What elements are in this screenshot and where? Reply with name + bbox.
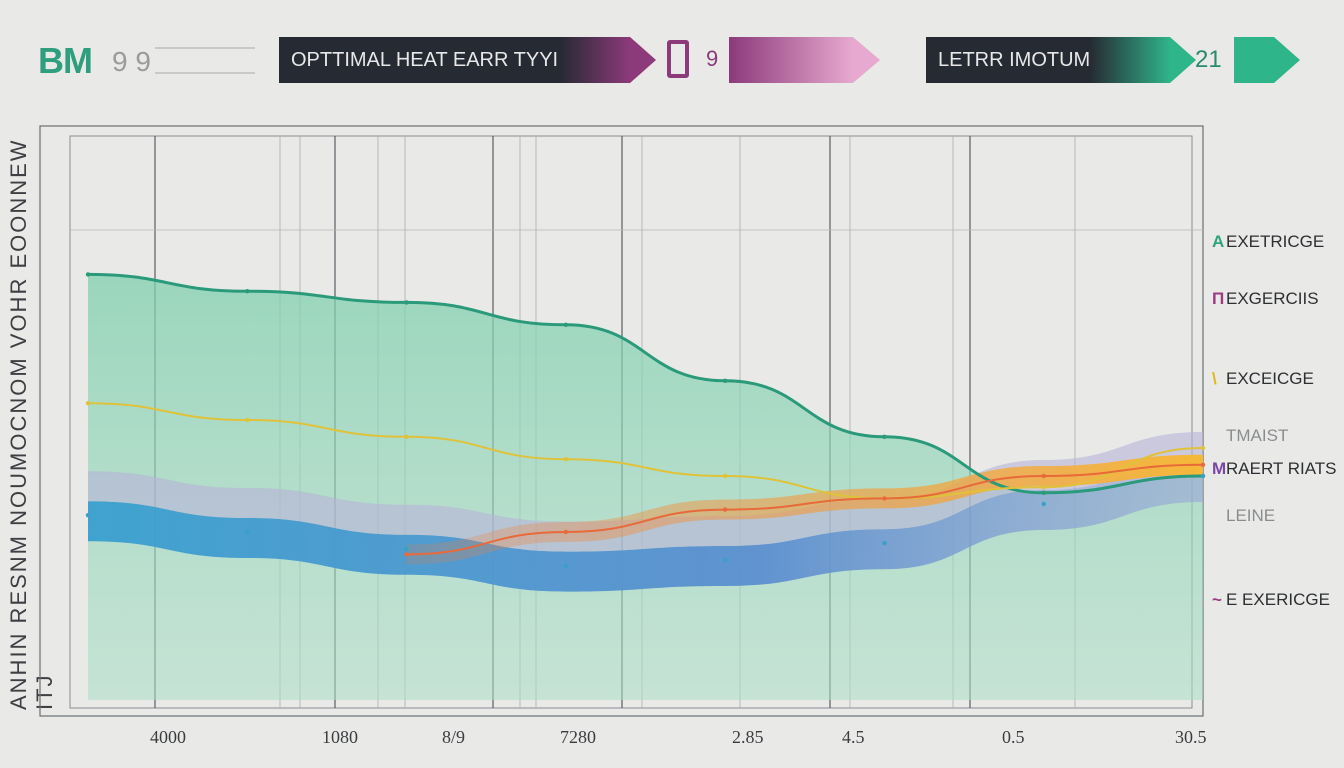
series-4-point — [1041, 473, 1046, 479]
lines — [85, 272, 1206, 568]
x-tick-label: 30.5 — [1175, 727, 1207, 747]
series-1-point — [404, 300, 409, 305]
legend-marker-icon: M — [1212, 459, 1227, 478]
series-3-point — [882, 541, 887, 546]
legend-item: TMAIST — [1212, 426, 1288, 446]
series-2-point — [85, 401, 91, 406]
x-tick-label: 1080 — [322, 727, 358, 747]
legend-item: \ EXCEICGE — [1212, 369, 1314, 389]
series-1-point — [85, 272, 91, 277]
divider — [155, 47, 255, 49]
series-1-line — [87, 272, 1204, 495]
series-1-point — [722, 378, 728, 383]
series-1-point — [245, 289, 250, 294]
x-tick-label: 8/9 — [442, 727, 466, 747]
legend-label: RAERT RIATS — [1226, 459, 1337, 478]
series-1-point — [1041, 490, 1046, 495]
document-icon — [667, 40, 689, 78]
legend-marker-icon: \ — [1212, 369, 1217, 388]
series-2-point — [722, 473, 728, 479]
legend-item: ~ E EXERICGE — [1212, 590, 1330, 610]
legend-label: LEINE — [1226, 506, 1276, 525]
series-3-point — [1200, 473, 1206, 479]
series-3-band-upper — [88, 432, 1203, 552]
divider — [155, 72, 255, 74]
plot-frame — [39, 125, 1204, 717]
series-3-point — [404, 546, 409, 551]
legend-marker-icon: ~ — [1212, 590, 1222, 609]
legend-label: EXGERCIIS — [1226, 289, 1319, 308]
series-2-point — [1041, 485, 1046, 490]
series-4-line — [406, 463, 1204, 556]
legend-item: MRAERT RIATS — [1212, 459, 1337, 479]
banner-tag-1-label: OPTTIMAL HEAT EARR TYYI TEZ — [291, 49, 602, 71]
series-2-point — [404, 434, 409, 439]
plot-inner-frame — [69, 135, 1193, 709]
banner-tag-4 — [1234, 37, 1274, 83]
banner-tag-3-label: LETRR IMOTUME — [938, 49, 1104, 71]
series-2-point — [563, 457, 569, 462]
series-2-point — [245, 417, 250, 423]
series-3-point — [722, 557, 728, 563]
series-4-point — [1200, 462, 1206, 467]
arrow-icon — [630, 37, 656, 83]
x-tick-label: 2.85 — [732, 727, 764, 747]
banner-tag-2 — [729, 37, 853, 83]
banner-gradient — [1090, 37, 1170, 83]
x-tick-label: 4.5 — [842, 727, 865, 747]
brand-number: 9 9 — [112, 46, 151, 77]
arrow-icon — [853, 37, 880, 83]
arrow-icon — [1170, 37, 1196, 83]
x-tick-label: 7280 — [560, 727, 596, 747]
series-4-area — [406, 454, 1204, 565]
legend-label: EXETRICGE — [1226, 232, 1325, 251]
series-4-point — [882, 496, 887, 501]
brand-title: BM — [38, 40, 93, 81]
areas — [88, 274, 1204, 700]
series-2-point — [1200, 445, 1206, 451]
series-4-point — [563, 529, 569, 535]
series-3-point — [1041, 501, 1046, 507]
banner-number: 21 — [1195, 46, 1222, 73]
series-3-band — [88, 462, 1203, 592]
legend-label: E EXERICGE — [1226, 590, 1330, 609]
legend-item: A EXETRICGE — [1212, 232, 1324, 252]
series-1-point — [563, 322, 569, 327]
series-4-point — [722, 507, 728, 512]
x-tick-label: 4000 — [150, 727, 186, 747]
legend-label: EXCEICGE — [1226, 369, 1314, 388]
badge-number: 9 — [706, 46, 719, 71]
legend-item: Π EXGERCIIS — [1212, 289, 1319, 309]
arrow-icon — [1274, 37, 1300, 83]
top-bar: BM 9 9 OPTTIMAL HEAT EARR TYYI TEZ 9 LET… — [0, 0, 1344, 110]
series-1-point — [882, 434, 887, 439]
series-1-area — [88, 274, 1203, 700]
series-3-point — [563, 563, 569, 568]
x-tick-label: 0.5 — [1002, 727, 1025, 747]
legend-item: LEINE — [1212, 506, 1275, 526]
legend-label: TMAIST — [1226, 426, 1289, 445]
series-2-line — [87, 402, 1204, 500]
legend-marker-icon: A — [1212, 232, 1225, 251]
series-4-point — [404, 552, 409, 557]
series-3-point — [245, 529, 250, 535]
legend-marker-icon: Π — [1212, 289, 1225, 308]
banner-gradient — [560, 37, 630, 83]
series-3-point — [85, 513, 91, 518]
